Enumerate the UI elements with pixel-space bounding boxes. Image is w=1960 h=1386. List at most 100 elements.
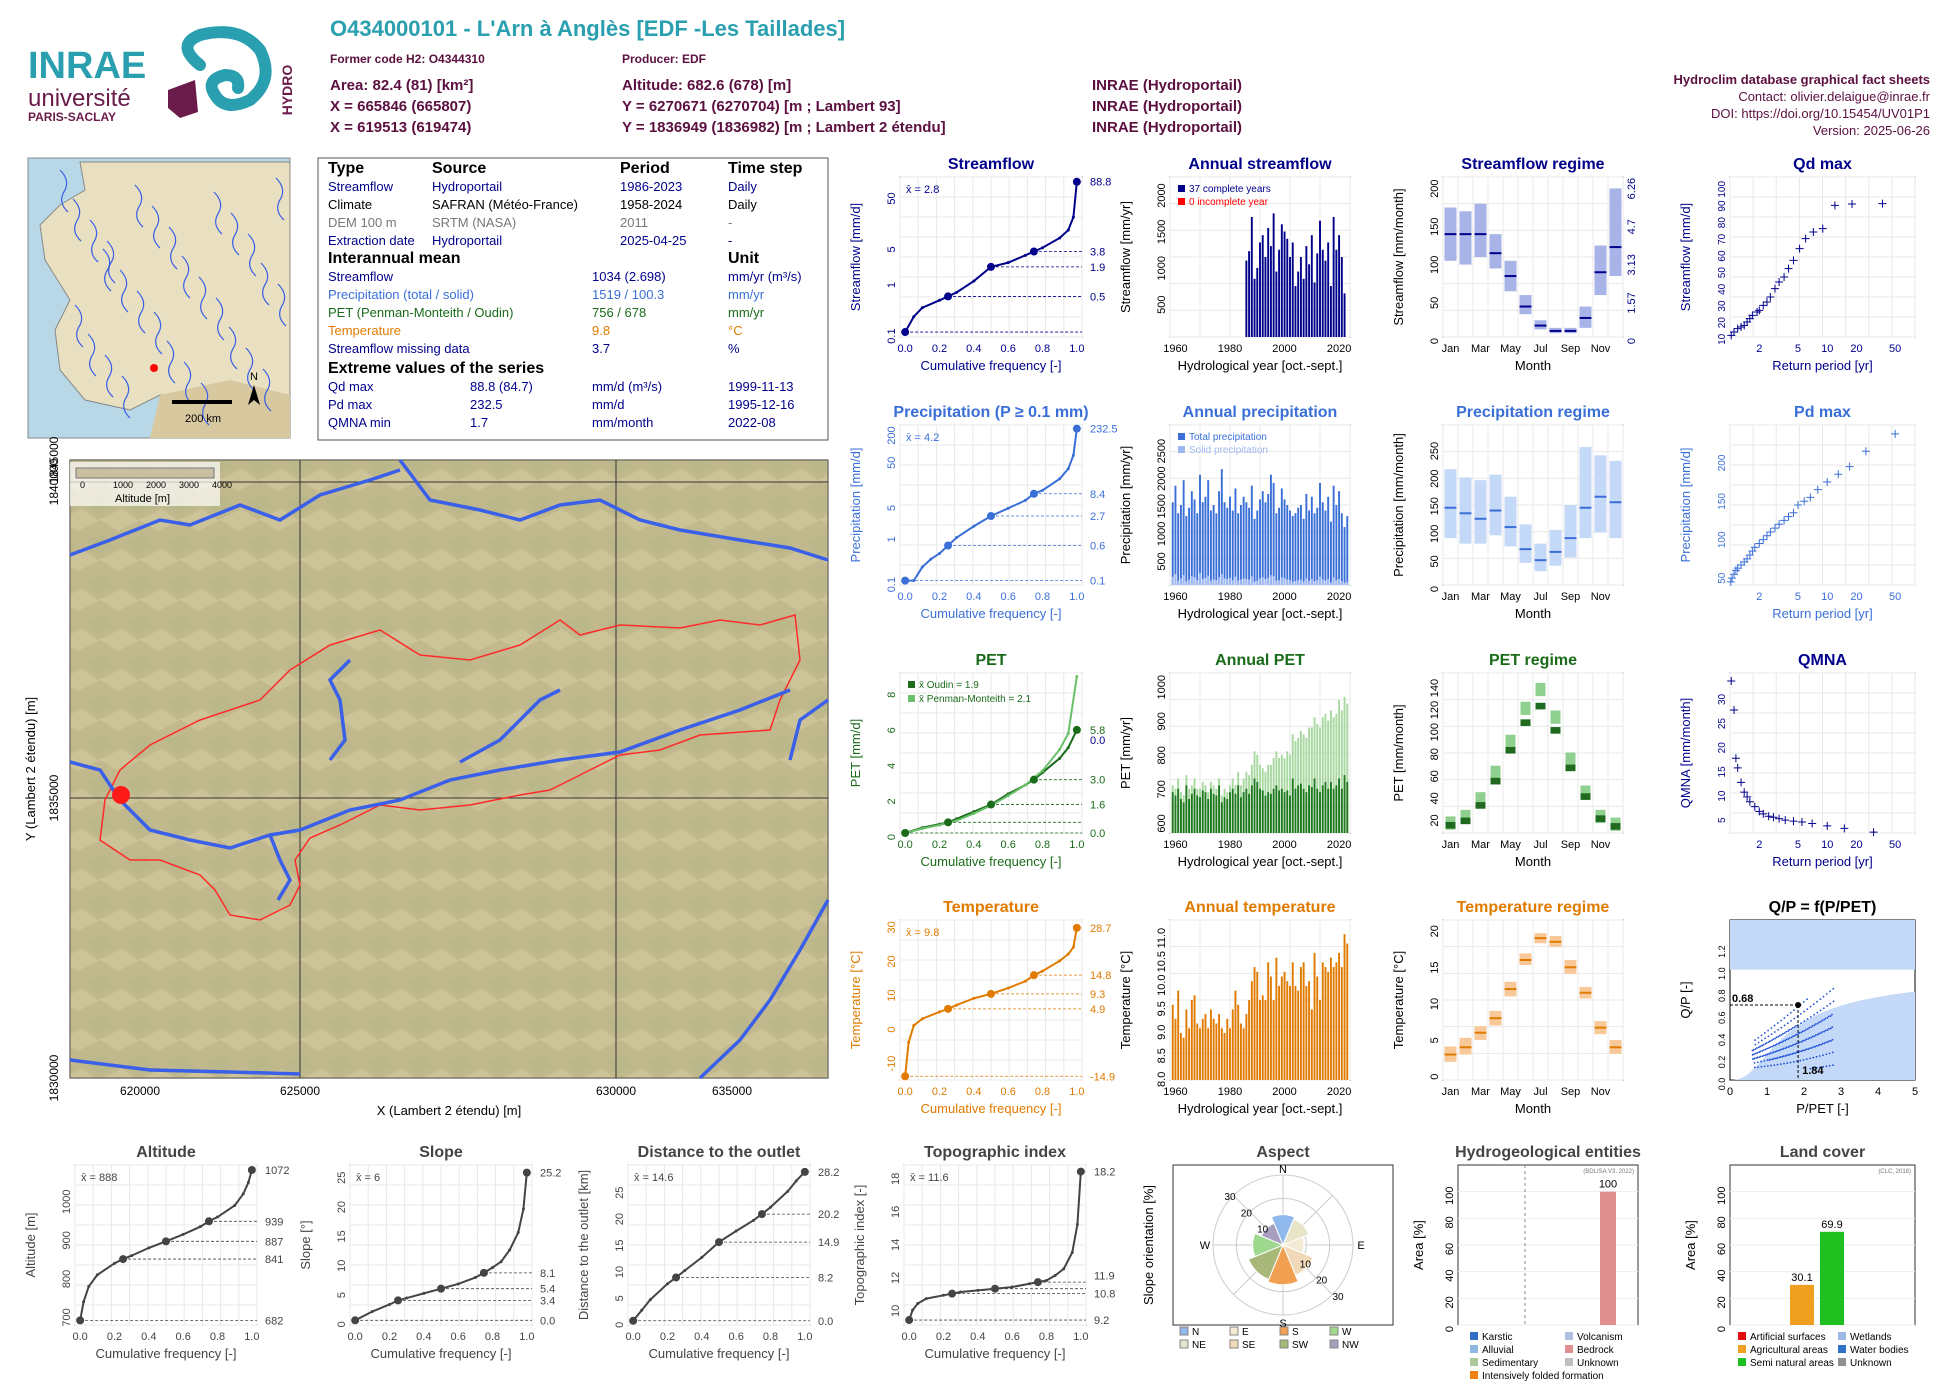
daily-point	[1810, 1036, 1813, 1039]
daily-point	[1824, 1017, 1827, 1020]
box	[1474, 203, 1487, 257]
bar-oudin	[1297, 785, 1300, 833]
data-line	[354, 1172, 528, 1322]
data-point	[130, 1254, 134, 1258]
legend-label: Unknown	[1850, 1358, 1892, 1369]
legend-swatch	[1565, 1332, 1573, 1340]
y-axis-label: Area [%]	[1411, 1220, 1426, 1270]
right-tick: 682	[265, 1315, 283, 1327]
right-tick: 4.7	[1626, 219, 1638, 234]
y-tick: 0.1	[886, 328, 898, 343]
data-bar	[1242, 1028, 1245, 1080]
data-point	[665, 1282, 669, 1286]
daily-point	[1812, 1046, 1814, 1048]
data-point	[972, 524, 976, 528]
chart-title: Temperature	[943, 899, 1039, 916]
extreme-unit: mm/d	[592, 397, 625, 412]
x-tick: 10	[1821, 591, 1833, 603]
box	[1519, 524, 1532, 563]
daily-point	[1769, 1052, 1772, 1055]
data-point	[955, 819, 959, 823]
bar-solid	[1316, 580, 1319, 585]
data-point	[1750, 543, 1759, 552]
right-tick: 5.4	[540, 1284, 555, 1296]
dem-raster	[69, 459, 829, 1079]
data-bar	[1338, 491, 1341, 585]
slope-chart: Slope Cumulative frequency [-] Slope [°] 0.…	[298, 1144, 561, 1361]
data-point	[1834, 470, 1843, 479]
y-axis-label: Streamflow [mm/month]	[1391, 188, 1406, 325]
daily-point	[1772, 1051, 1775, 1053]
data-bar	[1286, 505, 1289, 585]
data-bar	[1291, 516, 1294, 585]
data-bar	[1259, 242, 1261, 337]
y-tick: 50	[1717, 572, 1728, 584]
river-line	[106, 240, 116, 284]
data-point	[1006, 986, 1010, 990]
y-tick: 20	[614, 1213, 626, 1225]
data-point	[912, 579, 916, 583]
legend-label: SW	[1292, 1340, 1309, 1351]
data-bar	[1302, 518, 1305, 585]
x-tick: 0.0	[73, 1331, 88, 1343]
y-axis-label: Precipitation [mm/yr]	[1118, 446, 1133, 564]
altitude-chart: Altitude Cumulative frequency [-] Altitude…	[23, 1144, 289, 1361]
data-point	[1071, 945, 1075, 949]
ring-label: 30	[1332, 1292, 1344, 1303]
y-axis-label: PET [mm/month]	[1391, 704, 1406, 801]
x-tick: 50	[1889, 839, 1901, 851]
x-axis-label: Cumulative frequency [-]	[649, 1346, 790, 1361]
data-point	[1066, 731, 1070, 735]
data-bar	[1327, 242, 1330, 337]
bar-oudin	[1193, 788, 1196, 833]
daily-point	[1805, 1058, 1808, 1061]
annual_streamflow-chart: Annual streamflow Hydrological year [oct.…	[1118, 156, 1351, 373]
right-tick: 1.9	[1090, 262, 1105, 274]
y-tick: 60	[1716, 1243, 1728, 1255]
bar-label: 69.9	[1821, 1219, 1842, 1231]
data-bar	[1283, 971, 1286, 1080]
bar-solid	[1259, 578, 1261, 585]
y-tick: 6	[886, 727, 898, 733]
bar-solid	[1231, 580, 1234, 585]
box-penman	[1490, 765, 1501, 779]
river-line	[698, 899, 830, 1080]
data-bar	[1218, 491, 1221, 585]
y-tick: 800	[1156, 746, 1168, 764]
x-axis-label: Return period [yr]	[1772, 606, 1872, 621]
daily-point	[1815, 1044, 1818, 1047]
y-tick: 20	[1717, 317, 1728, 329]
right-tick: 10.8	[1094, 1289, 1115, 1301]
data-bar	[1302, 962, 1305, 1080]
box	[1459, 1037, 1472, 1055]
data-bar	[1199, 474, 1201, 585]
daily-point	[1766, 1065, 1769, 1067]
river-line	[268, 834, 292, 901]
box	[1609, 188, 1622, 277]
y-tick: 5	[886, 246, 898, 252]
y-tick: 15	[336, 1230, 348, 1242]
data-point	[920, 565, 924, 569]
daily-point	[1778, 1056, 1781, 1059]
box-oudin	[1490, 777, 1501, 785]
y-tick: 0	[1429, 338, 1441, 344]
daily-point	[1791, 1053, 1794, 1056]
x-tick: Sep	[1561, 1086, 1581, 1098]
data-point	[1041, 246, 1045, 250]
data-point	[955, 290, 959, 294]
y-tick: 200	[1429, 469, 1441, 487]
daily-point	[1798, 1041, 1801, 1043]
river-line	[277, 283, 287, 327]
chart-title: Land cover	[1780, 1144, 1865, 1161]
box	[1474, 480, 1487, 544]
data-point	[786, 1189, 790, 1193]
river-line	[151, 205, 161, 249]
y-tick: 0	[1429, 586, 1441, 592]
x-tick: 2	[1756, 343, 1762, 355]
x-tick: 0.8	[485, 1331, 500, 1343]
data-bar	[1327, 971, 1330, 1080]
y-lambert2: Y = 1836949 (1836982) [m ; Lambert 2 éte…	[622, 119, 946, 136]
legend-swatch	[1738, 1332, 1746, 1340]
chart-title: Q/P = f(P/PET)	[1769, 899, 1877, 916]
table-header: Period	[620, 160, 670, 177]
